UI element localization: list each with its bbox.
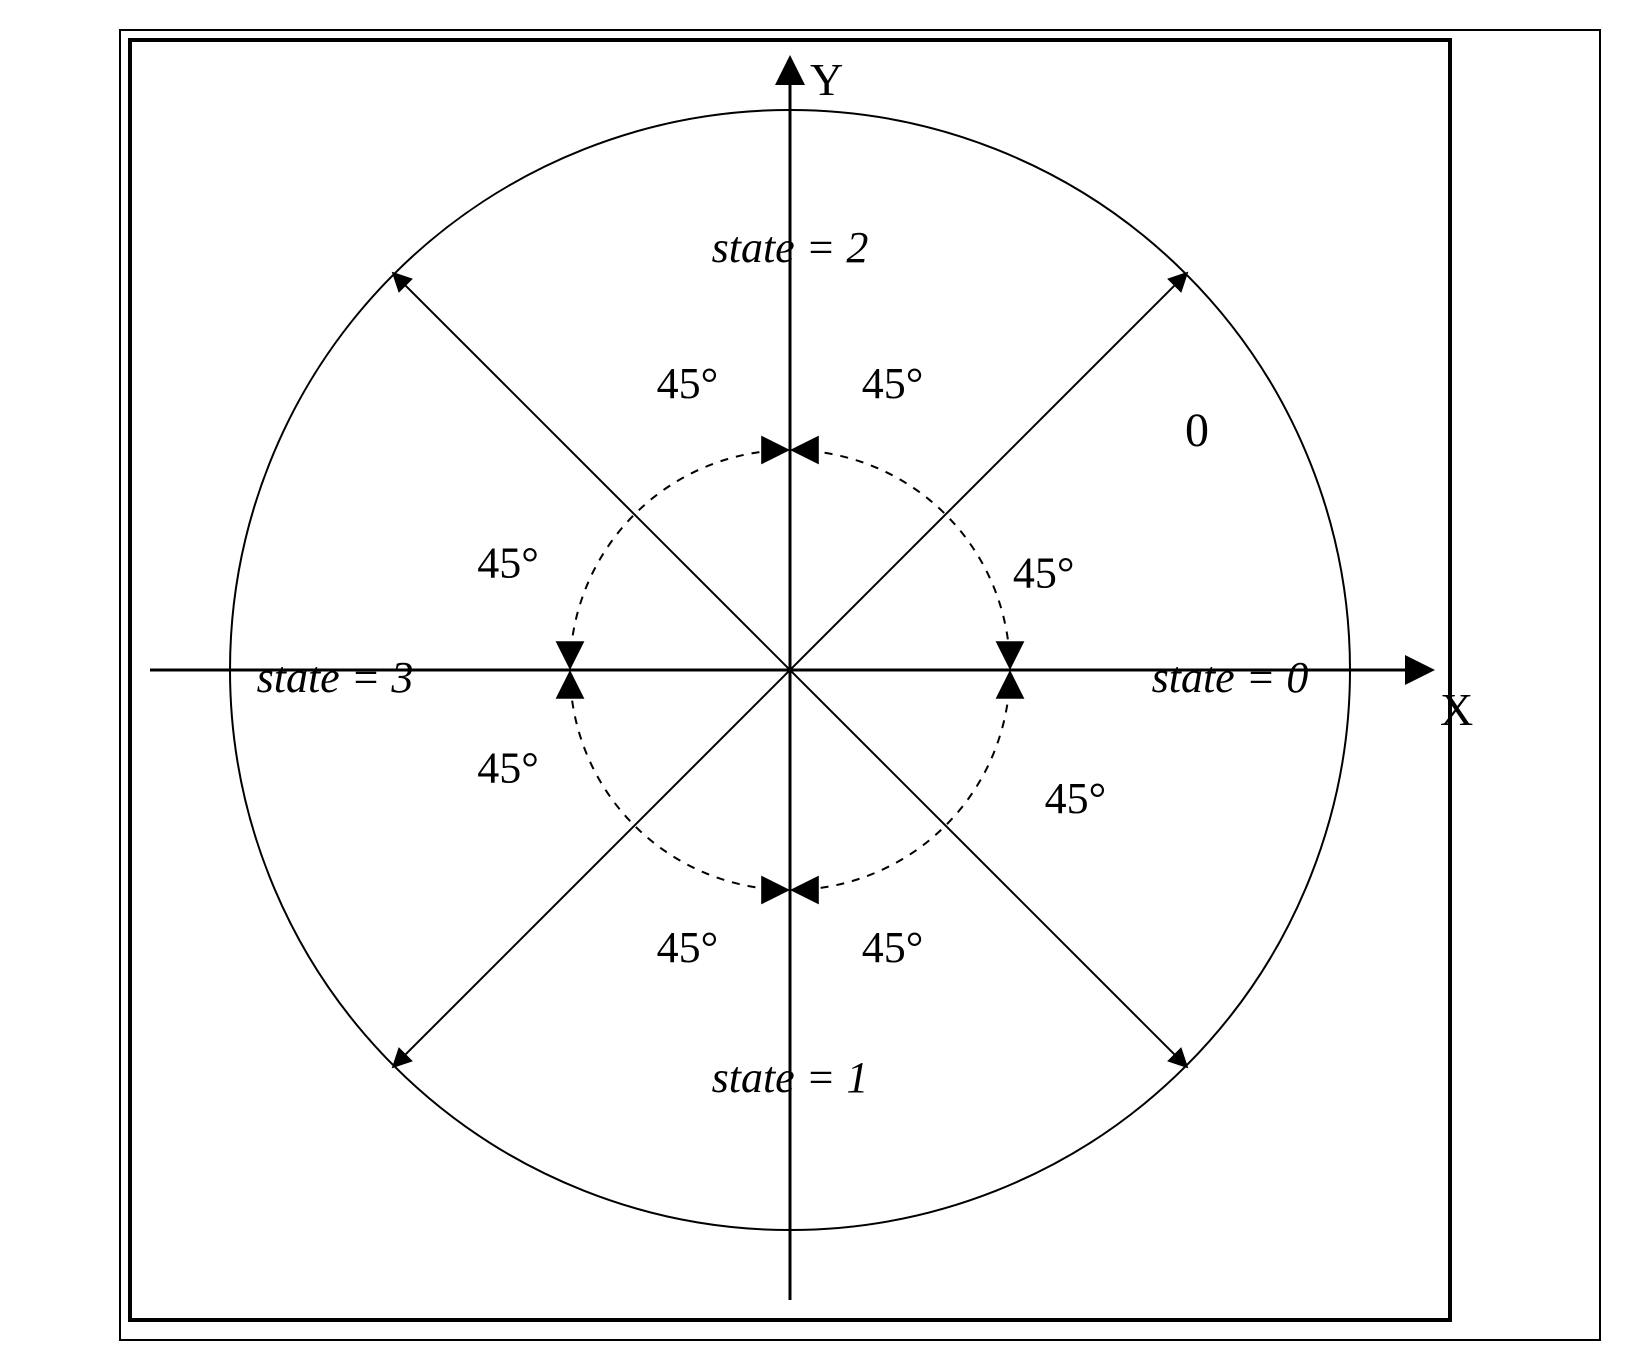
state-label: state = 1 (712, 1053, 869, 1102)
dashed-circle-arrow-icon (556, 670, 585, 699)
angle-45-label: 45° (657, 359, 719, 408)
state-label: state = 3 (257, 653, 414, 702)
angle-45-label: 45° (477, 744, 539, 793)
state-label: state = 0 (1152, 653, 1309, 702)
dashed-circle-arrow-icon (761, 436, 790, 465)
zero-label: 0 (1185, 404, 1209, 457)
state-label: state = 2 (712, 223, 869, 272)
angle-45-label: 45° (1045, 774, 1107, 823)
dashed-circle-arrow-icon (790, 436, 819, 465)
angle-45-label: 45° (1013, 549, 1075, 598)
angle-45-label: 45° (862, 359, 924, 408)
dashed-circle-arrow-icon (556, 641, 585, 670)
angle-45-label: 45° (477, 538, 539, 587)
angle-45-label: 45° (862, 923, 924, 972)
state-diagram: X Y 45° 45° 45° 45° 45° 45° 45° 45° state = 0 state… (0, 0, 1640, 1364)
dashed-circle-arrow-icon (790, 876, 819, 905)
x-axis-label: X (1440, 684, 1473, 735)
dashed-circle-arrow-icon (761, 876, 790, 905)
dashed-circle-arrow-icon (996, 670, 1025, 699)
angle-45-label: 45° (657, 923, 719, 972)
y-axis-label: Y (810, 54, 843, 105)
dashed-circle-arrow-icon (996, 641, 1025, 670)
